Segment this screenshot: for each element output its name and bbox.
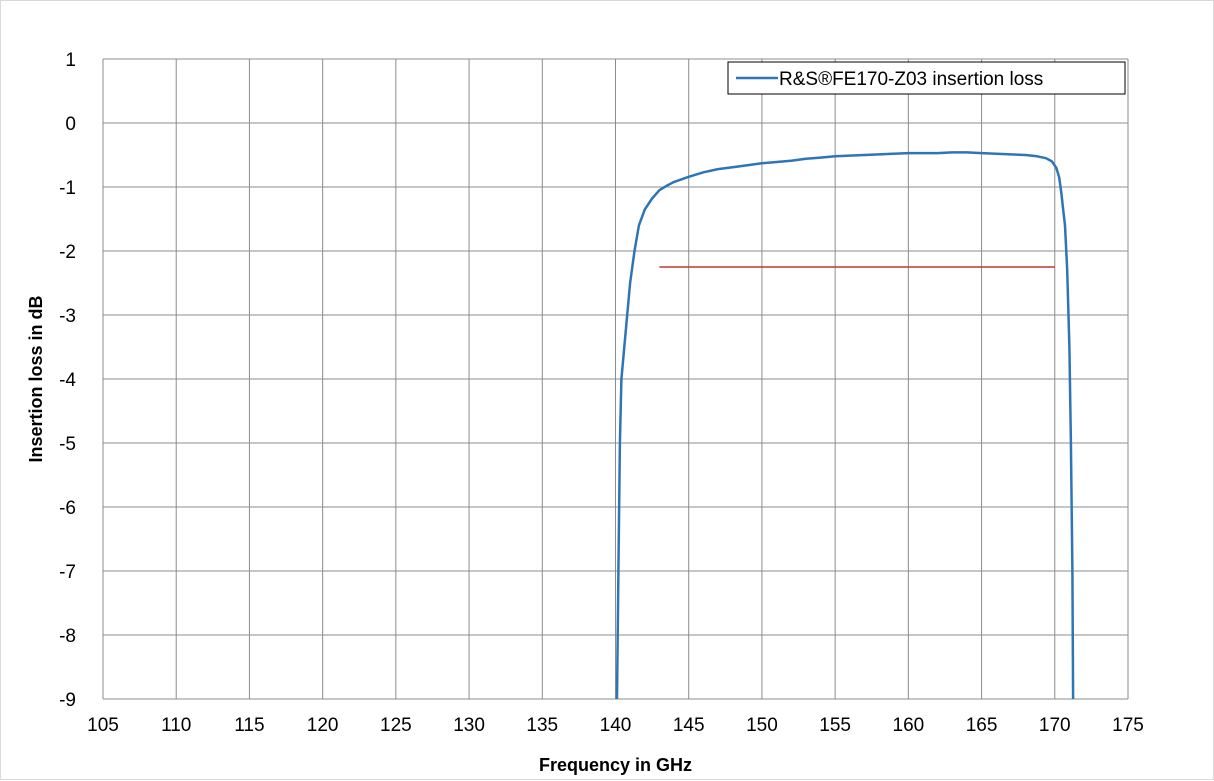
x-tick-label: 105 bbox=[87, 715, 119, 736]
x-tick-label: 135 bbox=[526, 715, 558, 736]
x-tick-label: 145 bbox=[673, 715, 705, 736]
x-tick-label: 110 bbox=[161, 715, 191, 736]
insertion-loss-series-line bbox=[615, 151, 1075, 700]
y-tick-label: -9 bbox=[59, 690, 76, 711]
y-tick-label: -7 bbox=[59, 562, 76, 583]
x-axis-title: Frequency in GHz bbox=[539, 755, 692, 775]
y-tick-label: -5 bbox=[59, 434, 76, 455]
data-series bbox=[615, 151, 1075, 700]
x-tick-label: 140 bbox=[600, 715, 632, 736]
legend-box bbox=[727, 61, 1126, 95]
x-tick-label: 150 bbox=[746, 715, 778, 736]
y-tick-labels: 1 0 -1 -2 -3 -4 -5 -6 -7 -8 -9 bbox=[59, 50, 76, 711]
x-tick-label: 165 bbox=[966, 715, 998, 736]
x-tick-label: 130 bbox=[453, 715, 485, 736]
x-tick-label: 120 bbox=[307, 715, 339, 736]
y-tick-label: 1 bbox=[65, 50, 76, 71]
legend: R&S®FE170-Z03 insertion loss bbox=[727, 61, 1126, 95]
grid-lines bbox=[102, 58, 1129, 700]
x-tick-label: 160 bbox=[893, 715, 925, 736]
x-tick-label: 155 bbox=[819, 715, 851, 736]
x-tick-label: 170 bbox=[1039, 715, 1071, 736]
x-tick-labels: 105 110 115 120 125 130 135 140 145 150 155 160 165 1… bbox=[87, 715, 1144, 736]
x-tick-label: 175 bbox=[1112, 715, 1144, 736]
x-tick-label: 125 bbox=[380, 715, 412, 736]
y-tick-label: -8 bbox=[59, 626, 76, 647]
y-tick-label: 0 bbox=[65, 114, 76, 135]
y-axis-title: Insertion loss in dB bbox=[26, 295, 46, 462]
y-tick-label: -6 bbox=[59, 498, 76, 519]
x-tick-label: 115 bbox=[234, 715, 264, 736]
y-tick-label: -3 bbox=[59, 306, 76, 327]
y-tick-label: -2 bbox=[59, 242, 76, 263]
legend-label: R&S®FE170-Z03 insertion loss bbox=[779, 69, 1043, 90]
y-tick-label: -1 bbox=[59, 178, 76, 199]
y-tick-label: -4 bbox=[59, 370, 76, 391]
